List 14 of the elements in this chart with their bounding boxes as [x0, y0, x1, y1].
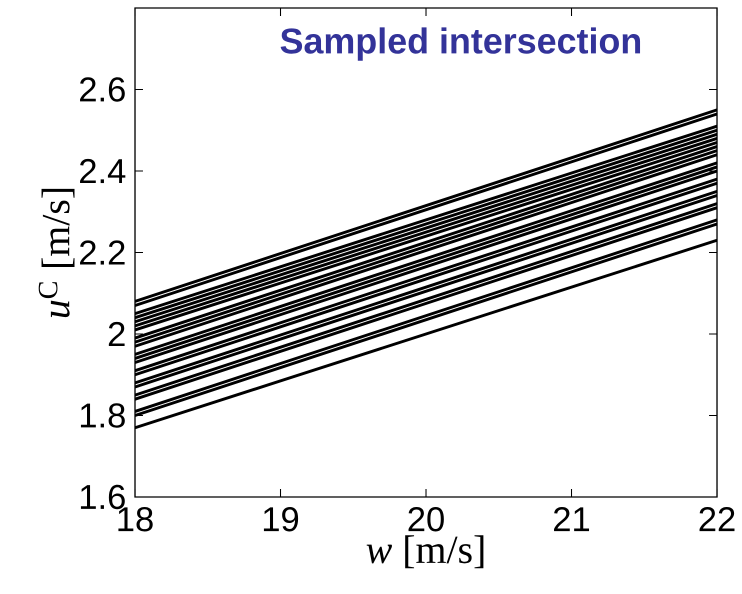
x-tick-label: 19: [264, 507, 298, 532]
y-tick-label: 2.2: [80, 240, 125, 265]
y-tick-label: 2: [108, 322, 125, 346]
x-tick-label: 20: [408, 507, 444, 532]
y-tick-label: 2.4: [80, 158, 126, 184]
y-tick-label: 1.6: [80, 484, 125, 510]
y-tick-label: 2.6: [80, 77, 125, 102]
x-tick-label: 18: [118, 507, 153, 532]
x-tick-label: 22: [700, 507, 734, 532]
x-axis-title: w [m/s]: [366, 535, 484, 568]
x-tick-label: 21: [554, 507, 590, 532]
y-tick-label: 1.8: [80, 403, 125, 428]
text: Sampled intersection: [280, 27, 640, 61]
y-axis-title: u$^{C}$ [m/s]: [38, 188, 75, 318]
